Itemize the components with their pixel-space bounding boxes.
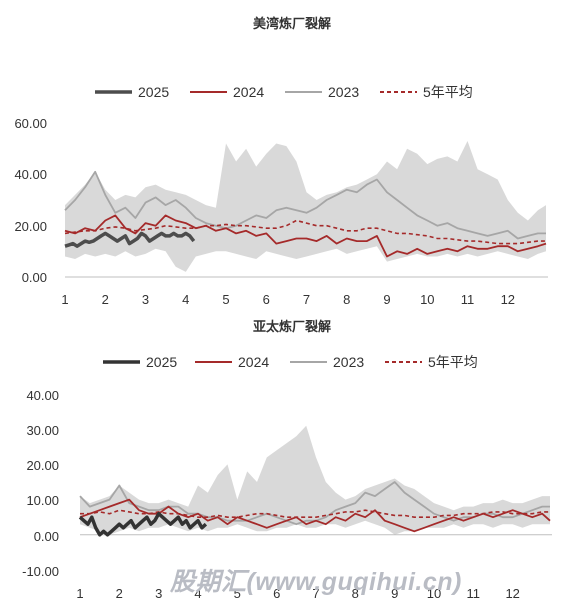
plot-area (78, 425, 552, 537)
chart-legend: 2025 2024 2023 5年平均 (95, 84, 473, 100)
y-tick-label: 10.00 (26, 493, 59, 508)
legend-label-2023: 2023 (328, 84, 359, 100)
x-tick-label: 4 (194, 586, 201, 601)
chart-asia-pacific-crack: 亚太炼厂裂解 2025 2024 2023 5年平均 40.00 30.00 2… (22, 319, 552, 601)
watermark-text: 股期汇(www.guqihui.cn) (170, 568, 462, 596)
y-tick-label: 20.00 (14, 219, 47, 234)
x-tick-label: 7 (312, 586, 319, 601)
x-tick-label: 5 (234, 586, 241, 601)
y-tick-label: 40.00 (26, 388, 59, 403)
y-tick-label: 0.00 (34, 529, 59, 544)
x-tick-label: 12 (505, 586, 519, 601)
series-line-5yr-avg (64, 219, 546, 245)
x-tick-label: 4 (182, 292, 189, 307)
series-line-2025 (78, 511, 208, 537)
x-tick-label: 2 (116, 586, 123, 601)
chart-title: 亚太炼厂裂解 (253, 319, 331, 334)
x-tick-label: 5 (222, 292, 229, 307)
x-axis-ticks: 1 2 3 4 5 6 7 8 9 10 11 12 (76, 586, 520, 601)
series-line-2023 (64, 170, 546, 240)
x-tick-label: 7 (303, 292, 310, 307)
x-tick-label: 6 (273, 586, 280, 601)
range-band (80, 425, 550, 535)
chart-title: 美湾炼厂裂解 (253, 16, 331, 31)
x-tick-label: 11 (467, 586, 481, 601)
x-tick-label: 3 (155, 586, 162, 601)
x-axis-ticks: 1 2 3 4 5 6 7 8 9 10 11 12 (61, 292, 515, 307)
y-tick-label: -10.00 (22, 564, 59, 579)
x-tick-label: 8 (343, 292, 350, 307)
series-line-2025 (64, 231, 196, 248)
x-tick-label: 2 (102, 292, 109, 307)
legend-label-2024: 2024 (233, 84, 264, 100)
y-tick-label: 40.00 (14, 167, 47, 182)
x-tick-label: 10 (420, 292, 434, 307)
series-line-2024 (64, 214, 547, 258)
x-tick-label: 8 (352, 586, 359, 601)
legend-label-2025: 2025 (146, 354, 177, 370)
y-tick-label: 0.00 (22, 270, 47, 285)
legend-label-2024: 2024 (238, 354, 269, 370)
range-band (65, 141, 546, 272)
legend-label-5yr-avg: 5年平均 (423, 84, 473, 100)
x-tick-label: 12 (501, 292, 515, 307)
x-tick-label: 11 (461, 292, 475, 307)
x-tick-label: 3 (142, 292, 149, 307)
x-tick-label: 6 (263, 292, 270, 307)
x-tick-label: 9 (391, 586, 398, 601)
x-tick-label: 1 (76, 586, 83, 601)
chart-us-gulf-crack: 美湾炼厂裂解 2025 2024 2023 5年平均 60.00 40.00 2… (14, 16, 548, 307)
x-tick-label: 10 (427, 586, 441, 601)
chart-legend: 2025 2024 2023 5年平均 (103, 354, 478, 370)
plot-area (64, 141, 548, 278)
y-tick-label: 60.00 (14, 116, 47, 131)
y-tick-label: 20.00 (26, 458, 59, 473)
y-tick-label: 30.00 (26, 423, 59, 438)
series-line-5yr-avg (80, 509, 550, 518)
legend-label-5yr-avg: 5年平均 (428, 354, 478, 370)
x-tick-label: 9 (383, 292, 390, 307)
x-tick-label: 1 (61, 292, 68, 307)
legend-label-2023: 2023 (333, 354, 364, 370)
legend-label-2025: 2025 (138, 84, 169, 100)
